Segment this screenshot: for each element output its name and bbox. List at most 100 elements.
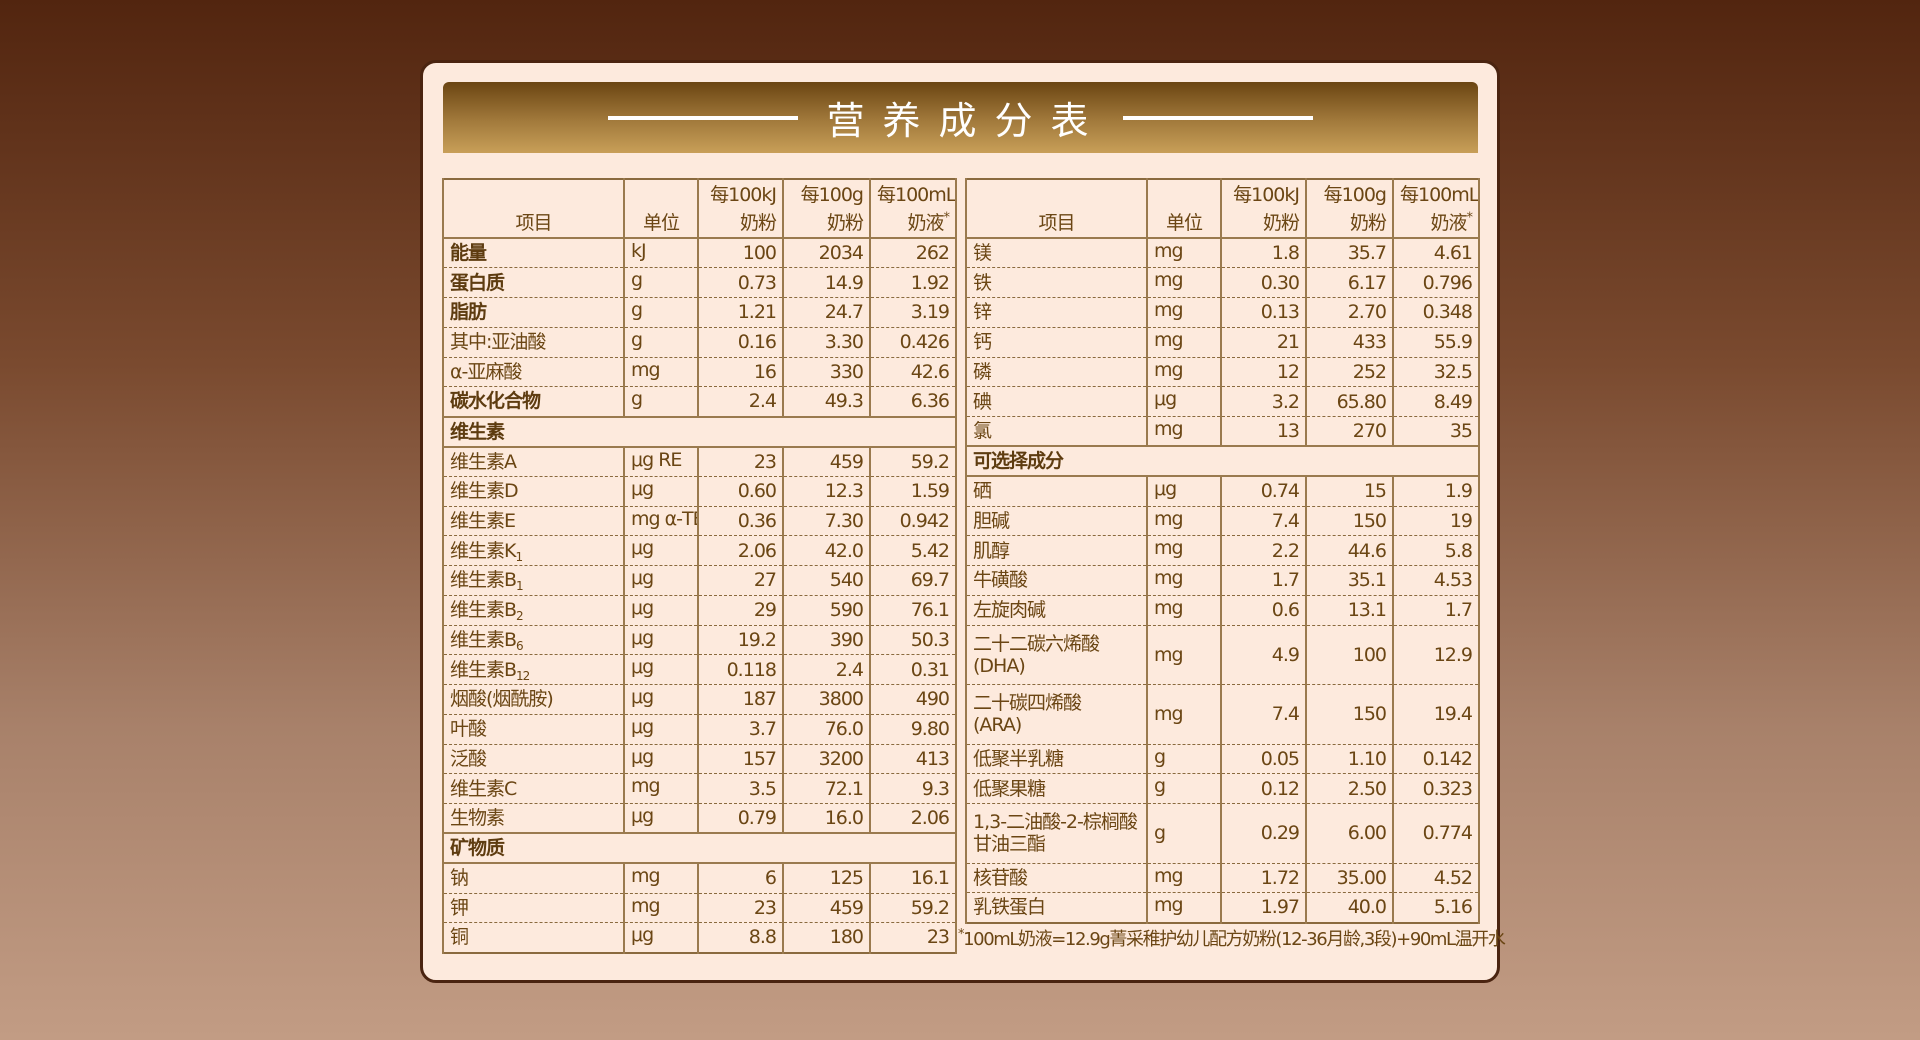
- value-cell: 0.774: [1392, 803, 1480, 864]
- value-cell: 187: [697, 684, 784, 715]
- header-col-1: 每100kJ 奶粉: [697, 179, 784, 239]
- nutrient-name-text: 铁: [973, 271, 992, 294]
- value-cell: 5.16: [1392, 892, 1480, 923]
- value-cell: 35.7: [1305, 238, 1394, 269]
- unit-cell: g: [623, 386, 699, 418]
- value-cell: 35.00: [1305, 863, 1394, 894]
- nutrient-name: 乳铁蛋白: [965, 892, 1148, 923]
- value-cell: 1.7: [1392, 595, 1480, 626]
- header-col-1: 每100kJ 奶粉: [1220, 179, 1307, 239]
- value-cell: 7.30: [782, 506, 871, 537]
- nutrient-name-text: 低聚半乳糖: [973, 747, 1064, 770]
- unit-cell: μg: [1146, 476, 1222, 507]
- nutrition-table-left: 项目 单位 每100kJ 奶粉 每100g 奶粉 每100mL 奶液* 能量 kJ 100 2034 2…: [442, 178, 957, 954]
- unit-cell: μg: [623, 803, 699, 835]
- nutrient-name-text: 维生素B: [450, 658, 517, 681]
- value-cell: 180: [782, 922, 871, 953]
- value-cell: 76.0: [782, 714, 871, 745]
- value-cell: 7.4: [1220, 506, 1307, 537]
- nutrient-name-text: 生物素: [450, 807, 505, 830]
- nutrient-name-text: 维生素B: [450, 599, 517, 622]
- value-cell: 13: [1220, 416, 1307, 448]
- nutrient-name: 维生素D: [442, 476, 625, 507]
- table-row: 左旋肉碱 mg 0.6 13.1 1.7: [965, 595, 1480, 626]
- value-cell: 32.5: [1392, 357, 1480, 388]
- unit-cell: mg: [623, 357, 699, 388]
- table-row: 维生素C mg 3.5 72.1 9.3: [442, 773, 957, 804]
- value-cell: 150: [1305, 506, 1394, 537]
- unit-cell: g: [623, 267, 699, 298]
- value-cell: 23: [869, 922, 957, 953]
- nutrient-name: 胆碱: [965, 506, 1148, 537]
- value-cell: 1.97: [1220, 892, 1307, 923]
- value-cell: 0.796: [1392, 267, 1480, 298]
- value-cell: 490: [869, 684, 957, 715]
- table-row: 硒 μg 0.74 15 1.9: [965, 476, 1480, 507]
- nutrient-name-text: 钾: [450, 896, 469, 919]
- table-row: 低聚半乳糖 g 0.05 1.10 0.142: [965, 744, 1480, 775]
- nutrient-subscript: 1: [515, 549, 523, 564]
- value-cell: 100: [697, 238, 784, 269]
- nutrient-name-text: 钠: [450, 867, 469, 890]
- nutrient-name: 维生素K1: [442, 535, 625, 566]
- nutrient-subscript: 12: [516, 668, 530, 683]
- value-cell: 4.53: [1392, 565, 1480, 596]
- table-row: 磷 mg 12 252 32.5: [965, 357, 1480, 388]
- unit-cell: μg: [623, 922, 699, 953]
- nutrient-name-text: 磷: [973, 360, 992, 383]
- unit-cell: μg RE: [623, 446, 699, 477]
- table-row: 乳铁蛋白 mg 1.97 40.0 5.16: [965, 892, 1480, 923]
- nutrient-name-text: 硒: [973, 480, 992, 503]
- nutrient-name: 钠: [442, 863, 625, 894]
- table-row: 钾 mg 23 459 59.2: [442, 893, 957, 924]
- value-cell: 0.29: [1220, 803, 1307, 864]
- value-cell: 262: [869, 238, 957, 269]
- unit-cell: mg: [1146, 565, 1222, 596]
- value-cell: 1.10: [1305, 744, 1394, 775]
- table-row: 维生素B1 μg 27 540 69.7: [442, 565, 957, 596]
- value-cell: 23: [697, 446, 784, 477]
- nutrient-name-text: 维生素B: [450, 628, 517, 651]
- table-row: 核苷酸 mg 1.72 35.00 4.52: [965, 863, 1480, 894]
- header-line1: 每100mL: [1400, 184, 1479, 206]
- footnote-mark: *: [958, 927, 965, 942]
- value-cell: 12.3: [782, 476, 871, 507]
- nutrient-name: 低聚半乳糖: [965, 744, 1148, 775]
- nutrient-name: 脂肪: [442, 297, 625, 328]
- table-row: 维生素B12 μg 0.118 2.4 0.31: [442, 654, 957, 685]
- nutrient-name: 蛋白质: [442, 267, 625, 298]
- unit-cell: μg: [623, 625, 699, 656]
- nutrient-name-text: 镁: [973, 242, 992, 265]
- value-cell: 1.59: [869, 476, 957, 507]
- value-cell: 0.73: [697, 267, 784, 298]
- value-cell: 69.7: [869, 565, 957, 596]
- nutrient-name-text: 二十碳四烯酸: [973, 692, 1082, 715]
- unit-cell: g: [623, 327, 699, 358]
- asterisk-mark: *: [943, 210, 950, 226]
- value-cell: 4.9: [1220, 625, 1307, 685]
- value-cell: 0.13: [1220, 297, 1307, 328]
- unit-cell: μg: [623, 565, 699, 596]
- table-row: 肌醇 mg 2.2 44.6 5.8: [965, 535, 1480, 566]
- nutrient-name-text: 维生素C: [450, 777, 517, 800]
- unit-cell: g: [1146, 803, 1222, 864]
- nutrient-name: 维生素B12: [442, 654, 625, 685]
- value-cell: 4.61: [1392, 238, 1480, 269]
- value-cell: 2.70: [1305, 297, 1394, 328]
- header-item: 项目: [442, 179, 625, 239]
- unit-cell: μg: [623, 595, 699, 626]
- value-cell: 3.7: [697, 714, 784, 745]
- nutrient-name-text: 核苷酸: [973, 866, 1028, 889]
- value-cell: 0.348: [1392, 297, 1480, 328]
- value-cell: 12.9: [1392, 625, 1480, 685]
- nutrient-name-text: 胆碱: [973, 509, 1010, 532]
- header-col-2: 每100g 奶粉: [782, 179, 871, 239]
- value-cell: 19.4: [1392, 684, 1480, 745]
- value-cell: 2.4: [782, 654, 871, 685]
- table-row: 锌 mg 0.13 2.70 0.348: [965, 297, 1480, 328]
- unit-cell: mg: [1146, 327, 1222, 358]
- nutrient-subscript: 6: [516, 638, 524, 653]
- value-cell: 0.74: [1220, 476, 1307, 507]
- table-row: 钙 mg 21 433 55.9: [965, 327, 1480, 358]
- nutrient-name-text: 铜: [450, 926, 469, 949]
